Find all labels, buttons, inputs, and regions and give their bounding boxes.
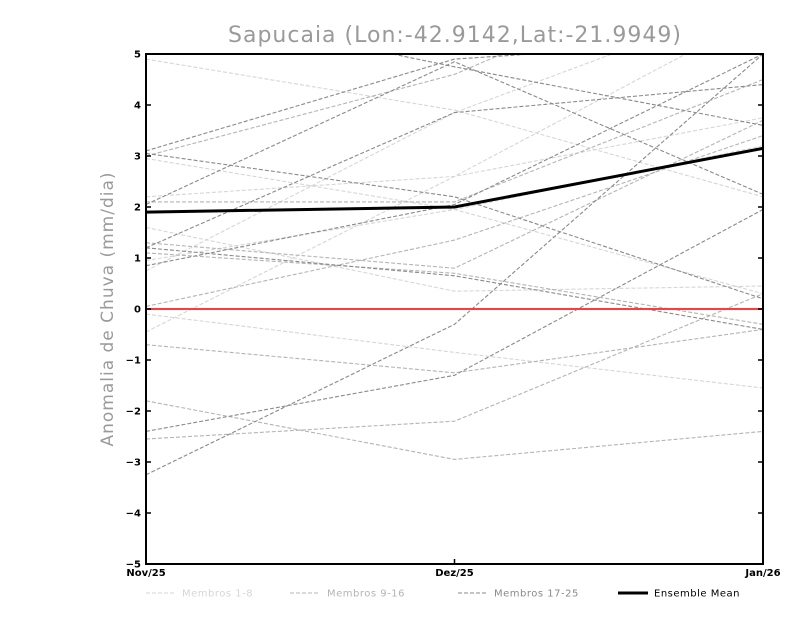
x-tick-label: Dez/25 [435, 568, 474, 579]
member-series-line [146, 157, 763, 295]
y-tick-label: −3 [126, 458, 141, 469]
member-series-line [146, 61, 763, 205]
y-tick-label: −4 [126, 509, 141, 520]
member-series-line [146, 78, 763, 203]
member-series-line [146, 247, 763, 330]
member-series-line [146, 209, 763, 432]
y-tick-label: 1 [134, 254, 141, 265]
member-series-line [146, 400, 763, 460]
y-tick-label: 0 [134, 305, 141, 316]
legend-label: Membros 17-25 [494, 589, 579, 600]
member-series-line [146, 58, 763, 198]
member-series-line [146, 135, 763, 307]
member-series-line [146, 293, 763, 440]
y-tick-label: 2 [134, 203, 141, 214]
chart-title: Sapucaia (Lon:-42.9142,Lat:-21.9949) [228, 23, 682, 48]
member-series-line [146, 54, 504, 157]
series-layer [146, 54, 763, 476]
legend-label: Membros 1-8 [182, 589, 253, 600]
legend-label: Membros 9-16 [327, 589, 405, 600]
y-axis-ticks: −5 −4 −3 −2 −1 0 1 2 3 4 5 [126, 50, 763, 571]
member-series-line [146, 54, 614, 272]
y-tick-label: 4 [134, 101, 141, 112]
member-series-line [146, 54, 763, 267]
member-series-line [146, 252, 763, 325]
member-series-line [146, 84, 763, 249]
y-tick-label: 5 [134, 50, 141, 61]
member-series-line [146, 119, 763, 269]
member-series-line [389, 54, 763, 126]
member-series-line [146, 54, 688, 333]
y-tick-label: −1 [126, 356, 141, 367]
x-axis-ticks: Nov/25 Dez/25 Jan/26 [126, 559, 781, 579]
x-tick-label: Jan/26 [744, 568, 780, 579]
member-series-line [146, 226, 763, 292]
y-tick-label: −2 [126, 407, 141, 418]
member-series-line [146, 54, 540, 152]
member-series-line [146, 328, 763, 374]
y-tick-label: 3 [134, 152, 141, 163]
member-series-line [146, 145, 763, 262]
member-series-line [146, 313, 763, 389]
x-tick-label: Nov/25 [126, 568, 165, 579]
member-series-line [146, 117, 763, 198]
ensemble-mean-layer [146, 146, 763, 214]
y-tick-label: −5 [126, 560, 141, 571]
y-axis-label: Anomalia de Chuva (mm/dia) [98, 171, 118, 446]
legend: Membros 1-8 Membros 9-16 Membros 17-25 Ense… [146, 589, 740, 600]
ensemble-mean-line [146, 146, 763, 214]
member-series-line [146, 152, 763, 300]
legend-label: Ensemble Mean [654, 589, 740, 600]
member-series-line [146, 54, 763, 476]
